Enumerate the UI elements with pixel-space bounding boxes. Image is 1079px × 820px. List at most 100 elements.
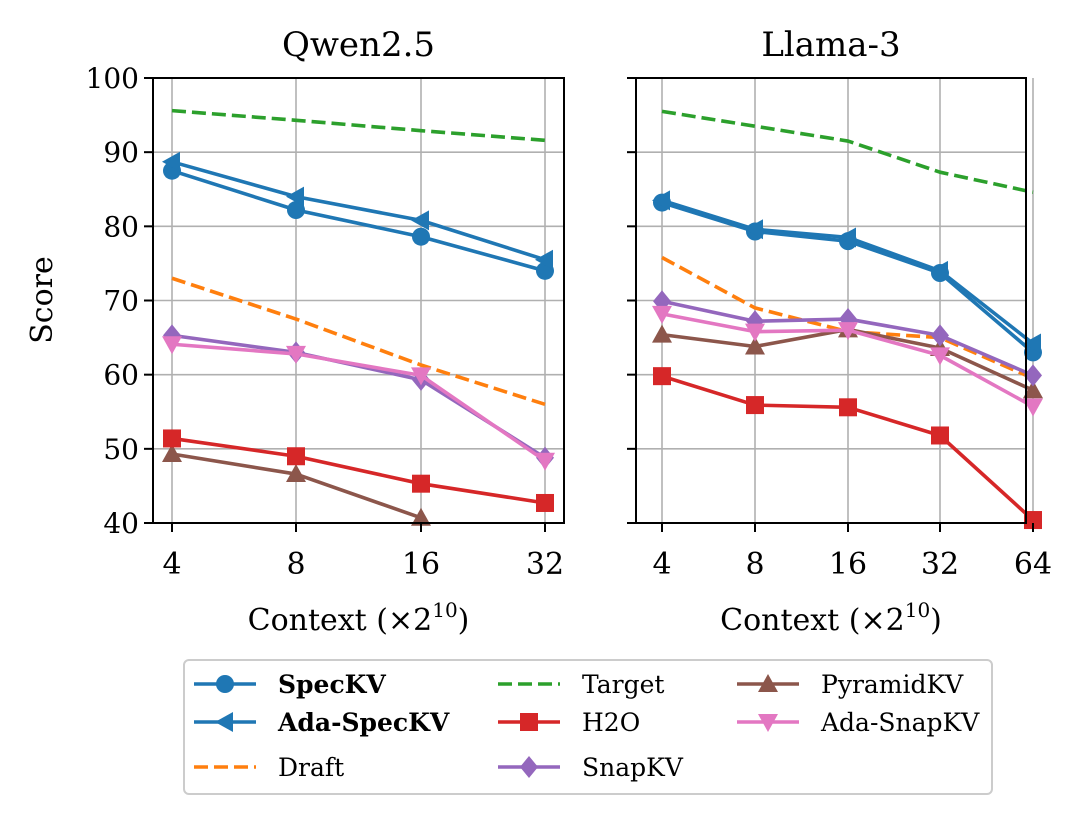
series-speckv (163, 161, 554, 280)
y-tick-label: 50 (103, 433, 139, 466)
data-point-ada-speckv-4 (652, 190, 670, 211)
x-tick-label: 8 (745, 547, 764, 582)
series-line-snapkv (170, 333, 547, 460)
series-target (171, 108, 546, 143)
legend-entry-speckv: SpecKV (194, 670, 386, 699)
y-tick-label: 70 (103, 285, 139, 318)
legend-label-draft: Draft (278, 753, 344, 782)
legend-marker-speckv (216, 675, 234, 693)
legend-entry-h2o: H2O (498, 708, 640, 737)
series-line-h2o (170, 436, 547, 505)
x-tick-label: 32 (921, 547, 959, 582)
y-tick-label: 90 (103, 136, 139, 169)
panel-title: Qwen2.5 (282, 25, 435, 65)
y-axis: 40 50 60 70 80 90 100 (86, 62, 153, 540)
data-point-pyramidkv-4 (162, 444, 182, 463)
legend-entry-ada-speckv: Ada-SpecKV (194, 708, 450, 737)
gridlines (153, 77, 564, 524)
legend-frame (183, 659, 993, 795)
x-tick-label: 16 (829, 547, 867, 582)
x-tick-label: 16 (402, 547, 440, 582)
data-point-pyramidkv-16 (411, 507, 431, 526)
legend-marker-h2o (520, 713, 538, 731)
data-point-pyramidkv-8 (286, 464, 306, 483)
legend-marker-ada-speckv (215, 712, 233, 732)
data-point-ada-snapkv-8 (745, 323, 765, 342)
panel-qwen2-5: 40 50 60 70 80 90 100 4 8 16 32 Qwen2.5 Context (×21… (25, 25, 565, 638)
legend-marker-ada-snapkv (758, 714, 778, 732)
series-target (661, 109, 1034, 194)
legend-entry-pyramidkv: PyramidKV (737, 670, 964, 699)
series-ada-snapkv (652, 305, 1043, 417)
data-point-ada-snapkv-16 (411, 367, 431, 386)
series-ada-speckv (162, 151, 553, 270)
series-h2o (653, 367, 1042, 530)
legend-entry-ada-snapkv: Ada-SnapKV (737, 708, 980, 737)
x-tick-label: 32 (526, 547, 564, 582)
data-point-ada-snapkv-64 (1023, 398, 1043, 417)
data-point-h2o-8 (746, 396, 764, 415)
data-point-h2o-16 (839, 398, 857, 417)
y-axis (627, 77, 636, 524)
series-ada-speckv (652, 190, 1041, 354)
data-point-ada-snapkv-32 (535, 452, 555, 471)
legend: SpecKV Ada-SpecKV Draft Target H2O SnapKV Pyra… (183, 659, 993, 795)
y-tick-label: 60 (103, 359, 139, 392)
legend-label-snapkv: SnapKV (582, 753, 684, 782)
gridlines (636, 77, 1034, 524)
x-axis: 4 8 16 32 64 (652, 523, 1052, 582)
data-point-h2o-64 (1024, 511, 1042, 530)
data-point-ada-speckv-32 (535, 249, 553, 270)
x-axis: 4 8 16 32 (162, 523, 564, 582)
data-point-ada-speckv-8 (745, 219, 763, 240)
legend-label-ada-snapkv: Ada-SnapKV (820, 708, 980, 737)
data-point-ada-snapkv-32 (930, 347, 950, 366)
data-point-pyramidkv-4 (652, 324, 672, 343)
data-point-snapkv-32 (931, 324, 949, 347)
data-point-ada-speckv-16 (838, 227, 856, 248)
legend-label-speckv: SpecKV (278, 670, 386, 699)
x-tick-label: 4 (162, 547, 181, 582)
series-line-speckv (170, 168, 547, 273)
legend-label-h2o: H2O (582, 708, 640, 737)
data-point-ada-speckv-4 (162, 151, 180, 172)
panel-llama-3: 4 8 16 32 64 Llama-3 Context (×210) (627, 25, 1052, 638)
legend-entry-draft: Draft (194, 753, 344, 782)
data-point-snapkv-64 (1024, 364, 1042, 387)
legend-label-pyramidkv: PyramidKV (821, 670, 964, 699)
data-point-ada-snapkv-8 (286, 345, 306, 364)
x-tick-label: 8 (286, 547, 305, 582)
data-point-ada-speckv-8 (286, 186, 304, 207)
data-point-ada-snapkv-4 (162, 336, 182, 355)
series-line-ada-speckv (170, 160, 547, 262)
data-point-h2o-4 (653, 367, 671, 386)
x-axis-label: Context (×210) (248, 598, 470, 638)
series-h2o (163, 429, 554, 512)
data-point-h2o-4 (163, 429, 181, 448)
data-point-ada-snapkv-4 (652, 305, 672, 324)
data-point-ada-speckv-32 (930, 260, 948, 281)
y-axis-label: Score (25, 256, 60, 344)
data-point-h2o-32 (931, 426, 949, 445)
data-point-pyramidkv-64 (1023, 380, 1043, 399)
legend-label-ada-speckv: Ada-SpecKV (277, 708, 450, 737)
series-line-target (661, 109, 1034, 194)
series-line-draft (171, 276, 546, 407)
data-point-h2o-32 (536, 493, 554, 512)
panel-title: Llama-3 (761, 25, 900, 65)
data-point-speckv-16 (412, 227, 430, 246)
x-tick-label: 4 (652, 547, 671, 582)
legend-entry-target: Target (498, 670, 664, 699)
series-line-target (171, 108, 546, 143)
y-tick-label: 40 (103, 507, 139, 540)
data-point-ada-speckv-64 (1023, 333, 1041, 354)
data-point-ada-speckv-16 (411, 210, 429, 231)
legend-marker-snapkv (520, 756, 538, 778)
data-point-pyramidkv-8 (745, 336, 765, 355)
y-tick-label: 100 (86, 62, 139, 95)
series-draft (171, 276, 546, 407)
legend-entry-snapkv: SnapKV (498, 753, 684, 782)
data-point-speckv-8 (287, 201, 305, 220)
series-line-ada-snapkv (170, 342, 547, 463)
